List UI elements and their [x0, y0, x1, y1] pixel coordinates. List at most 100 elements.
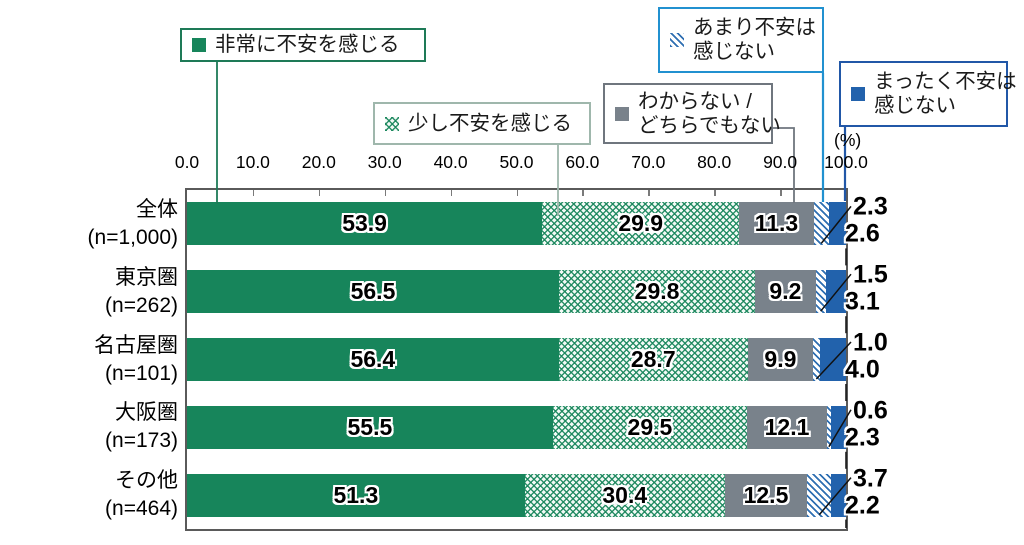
category-n-count: (n=173)	[105, 429, 178, 453]
category-n-count: (n=464)	[105, 497, 178, 521]
category-name: その他	[115, 469, 178, 493]
bar-row: 51.3 30.4 12.5	[187, 473, 846, 517]
category-n-count: (n=1,000)	[87, 225, 178, 249]
outside-value-label-upper: 2.3	[853, 192, 888, 221]
bar-row: 56.4 28.7 9.9	[187, 338, 846, 381]
legend-label: まったく不安は 感じない	[874, 70, 1017, 118]
axis-tick-mark	[714, 190, 716, 196]
bar-segment-solid-gray: 11.3	[739, 202, 814, 246]
category-label: その他 (n=464)	[0, 467, 178, 523]
solid-blue-swatch-icon	[851, 87, 865, 101]
plot-area: 53.9 29.9 11.3 56.5 29.8 9.2 56.4 28.7 9.9 55.5 29…	[185, 188, 848, 531]
hatch-blue-swatch-icon	[670, 33, 684, 47]
outside-value-label-lower: 2.2	[845, 491, 880, 520]
segment-value-label: 56.4	[350, 346, 396, 372]
bar-row: 55.5 29.5 12.1	[187, 405, 846, 449]
outside-value-label-lower: 4.0	[845, 355, 880, 384]
bar-segment-solid-gray: 9.9	[747, 338, 814, 381]
bar-segment-solid-blue	[830, 405, 846, 449]
solid-green-swatch-icon	[192, 38, 206, 52]
outside-value-label-lower: 2.3	[845, 423, 880, 452]
axis-tick-mark	[582, 190, 584, 196]
legend-label-line2: 感じない	[693, 40, 775, 63]
legend-not-at-all-anxious: まったく不安は 感じない	[839, 61, 1017, 127]
segment-value-label: 9.9	[764, 346, 797, 372]
segment-value-label: 28.7	[630, 346, 676, 372]
axis-tick-mark	[780, 190, 782, 196]
category-label: 名古屋圏 (n=101)	[0, 332, 178, 388]
legend-label-line2: どちらでもない	[638, 113, 781, 137]
legend-not-very-anxious: あまり不安は 感じない	[658, 7, 824, 73]
segment-value-label: 12.5	[743, 481, 789, 508]
bar-row: 56.5 29.8 9.2	[187, 270, 846, 314]
axis-tick-label: 70.0	[631, 152, 666, 172]
category-name: 大阪圏	[115, 401, 178, 425]
bar-segment-solid-blue	[828, 202, 846, 246]
axis-tick-mark	[384, 190, 387, 196]
legend-label-line1: あまり不安は	[693, 16, 816, 39]
bar-segment-hatch-blue	[813, 202, 829, 246]
legend-very-anxious: 非常に不安を感じる	[180, 28, 426, 62]
bar-segment-solid-green: 56.5	[187, 270, 559, 314]
bar-segment-hatch-blue	[815, 270, 826, 314]
category-name: 全体	[136, 197, 178, 221]
hatch-green-swatch-icon	[385, 116, 399, 131]
legend-label-line1: わからない /	[638, 89, 752, 113]
bar-segment-hatch-green: 28.7	[558, 338, 748, 381]
category-label: 大阪圏 (n=173)	[0, 399, 178, 455]
legend-somewhat-anxious: 少し不安を感じる	[373, 102, 591, 145]
category-label: 東京圏 (n=262)	[0, 264, 178, 320]
axis-tick-mark	[450, 190, 453, 196]
bar-segment-solid-gray: 12.1	[747, 405, 827, 449]
segment-value-label: 56.5	[350, 278, 396, 305]
segment-value-label: 9.2	[769, 278, 802, 305]
bar-segment-solid-green: 51.3	[187, 473, 525, 517]
axis-tick-label: 20.0	[301, 152, 336, 172]
axis-tick-mark	[318, 190, 321, 196]
axis-tick-label: 30.0	[367, 152, 402, 172]
axis-tick-label: 90.0	[763, 152, 798, 172]
segment-value-label: 53.9	[342, 210, 387, 237]
axis-tick-label: 0.0	[174, 152, 200, 172]
bar-segment-solid-green: 56.4	[187, 338, 559, 381]
category-name: 名古屋圏	[94, 333, 178, 357]
bar-segment-hatch-blue	[813, 338, 820, 381]
legend-label: 非常に不安を感じる	[215, 33, 400, 56]
legend-label: 少し不安を感じる	[408, 111, 572, 135]
segment-value-label: 29.9	[618, 210, 664, 237]
axis-tick-label: 80.0	[697, 152, 732, 172]
percent-unit-label: (%)	[834, 130, 862, 150]
bar-segment-solid-gray: 9.2	[755, 270, 816, 314]
bar-segment-solid-green: 55.5	[187, 405, 553, 449]
bar-segment-solid-blue	[819, 338, 846, 381]
bar-segment-solid-green: 53.9	[187, 202, 543, 246]
outside-value-label-upper: 1.0	[853, 328, 888, 357]
outside-value-label-upper: 0.6	[853, 396, 888, 425]
axis-tick-label: 10.0	[235, 152, 270, 172]
bar-row: 53.9 29.9 11.3	[187, 202, 846, 246]
category-name: 東京圏	[115, 265, 178, 289]
segment-value-label: 55.5	[347, 413, 393, 440]
legend-label: わからない / どちらでもない	[638, 90, 781, 138]
bar-segment-hatch-green: 30.4	[524, 473, 725, 517]
category-label: 全体 (n=1,000)	[0, 196, 178, 252]
segment-value-label: 30.4	[602, 481, 648, 508]
bar-segment-hatch-green: 29.8	[558, 270, 756, 314]
axis-tick-mark	[648, 190, 650, 196]
axis-tick-label: 60.0	[565, 152, 600, 172]
bar-segment-hatch-blue	[807, 473, 832, 517]
bar-segment-solid-blue	[831, 473, 846, 517]
legend-label-line1: まったく不安は	[874, 70, 1017, 93]
outside-value-label-lower: 3.1	[845, 287, 880, 316]
bar-segment-solid-gray: 12.5	[724, 473, 808, 517]
segment-value-label: 12.1	[764, 413, 810, 440]
outside-value-label-upper: 3.7	[853, 464, 888, 493]
bar-segment-hatch-green: 29.5	[552, 405, 748, 449]
axis-tick-mark	[516, 190, 518, 196]
axis-tick-label: 50.0	[499, 152, 534, 172]
legend-dont-know: わからない / どちらでもない	[603, 83, 781, 144]
segment-value-label: 51.3	[333, 481, 379, 508]
category-n-count: (n=101)	[105, 361, 178, 385]
bar-segment-hatch-green: 29.9	[542, 202, 740, 246]
